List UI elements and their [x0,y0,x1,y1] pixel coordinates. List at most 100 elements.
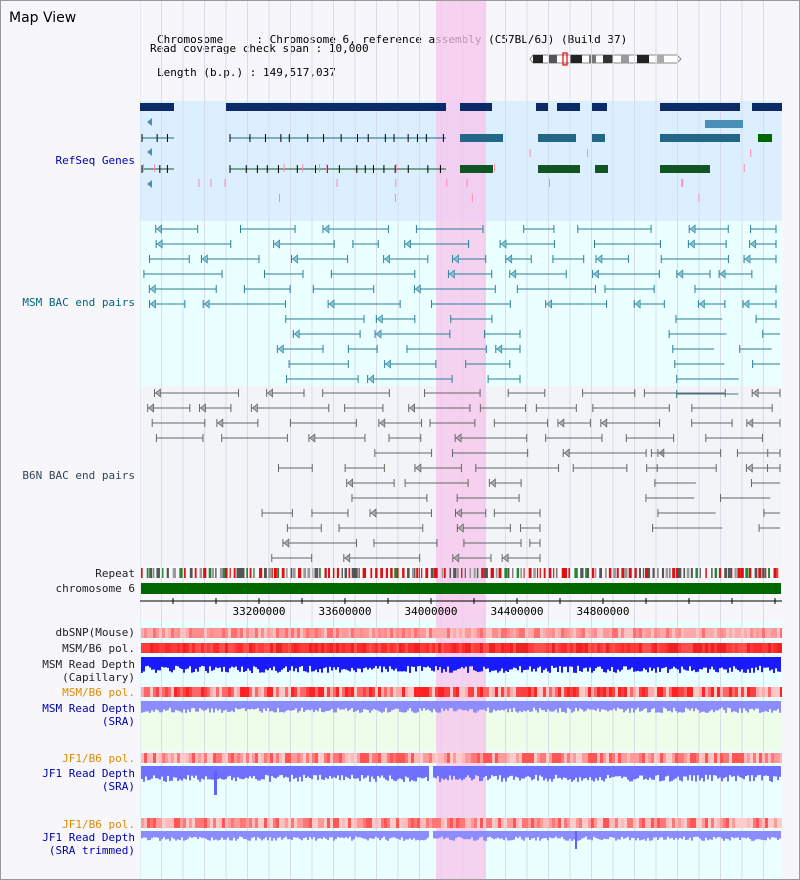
heatmap-cell [705,628,708,638]
depth-bar [719,831,721,838]
heatmap-cell [171,643,174,653]
depth-bar [271,831,273,841]
depth-bar [631,831,633,838]
heatmap-cell [498,818,501,828]
heatmap-cell [750,818,753,828]
depth-bar [235,657,237,667]
heatmap-cell [300,818,303,828]
heatmap-cell [606,643,609,653]
heatmap-cell [492,628,495,638]
depth-bar [757,831,759,839]
repeat-element [194,568,197,578]
depth-bar [749,831,751,840]
msm-bac-pairs[interactable] [143,224,780,398]
depth-bar [483,701,485,710]
depth-bar [439,766,441,782]
genome-track-canvas[interactable]: 33200000 33600000 34000000 34400000 3480… [140,1,782,879]
heatmap-cell [732,818,735,828]
heatmap-cell [552,628,555,638]
depth-bar [603,701,605,710]
repeat-element [425,568,429,578]
heatmap-cell [408,628,411,638]
depth-bar [759,831,761,840]
depth-bar [371,766,373,777]
depth-bar [373,766,375,779]
depth-bar [197,766,199,780]
repeat-element [316,568,319,578]
heatmap-cell [645,687,648,697]
depth-bar [739,701,741,709]
repeat-element [441,568,444,578]
depth-bar [693,831,695,837]
heatmap-cell [168,753,171,763]
depth-bar [593,657,595,671]
repeat-element [504,568,508,578]
depth-bar [537,831,539,838]
depth-bar [507,701,509,713]
ideogram-position-marker[interactable] [562,52,568,66]
heatmap-cell [435,753,438,763]
depth-bar [335,657,337,670]
heatmap-cell [285,628,288,638]
depth-bar [189,701,191,712]
gene-exon-block [460,165,493,173]
heatmap-cell [594,818,597,828]
depth-bar [395,831,397,839]
depth-bar [487,657,489,669]
depth-bar [143,831,145,838]
heatmap-cell [570,687,573,697]
bac-end-arrow [448,269,455,279]
heatmap-cell [630,818,633,828]
depth-bar [701,701,703,712]
bac-end-arrow [453,553,460,563]
depth-bar [201,657,203,666]
depth-bar [539,701,541,709]
chromosome-ideogram[interactable] [529,52,683,66]
heatmap-cell [177,687,180,697]
depth-bar [707,831,709,841]
heatmap-cell [702,687,705,697]
depth-bar [389,657,391,667]
depth-bar [769,831,771,840]
heatmap-cell [312,643,315,653]
dbsnp-label: dbSNP(Mouse) [55,626,135,639]
depth-bar [551,701,553,712]
heatmap-cell [621,818,624,828]
b6n-bac-pairs[interactable] [147,388,781,563]
depth-bar [693,766,695,776]
depth-bar [659,701,661,713]
jf1-b6-pol-trim-label: JF1/B6 pol. [62,818,135,831]
heatmap-cell [627,643,630,653]
heatmap-cell [267,753,270,763]
depth-bar [559,701,561,709]
heatmap-cell [474,753,477,763]
bac-end-arrow [251,403,258,413]
heatmap-cell [360,687,363,697]
heatmap-cell [555,628,558,638]
refseq-gene-models[interactable] [140,103,782,202]
depth-bar [647,831,649,838]
heatmap-cell [576,753,579,763]
repeat-element [523,568,525,578]
bac-end-arrow [156,239,163,249]
depth-bar [261,831,263,841]
depth-bar [557,701,559,713]
heatmap-cell [669,628,672,638]
heatmap-cell [621,753,624,763]
heatmap-cell [441,687,444,697]
repeat-element [153,568,155,578]
heatmap-cell [624,687,627,697]
depth-bar [353,766,355,779]
heatmap-cell [732,687,735,697]
depth-bar [591,766,593,781]
heatmap-cell [192,643,195,653]
heatmap-cell [675,628,678,638]
depth-bar [621,766,623,779]
heatmap-cell [690,643,693,653]
depth-bar [775,831,777,838]
depth-bar [651,701,653,710]
depth-bar [223,657,225,667]
depth-bar [245,701,247,712]
heatmap-cell [252,628,255,638]
heatmap-cell [393,687,396,697]
